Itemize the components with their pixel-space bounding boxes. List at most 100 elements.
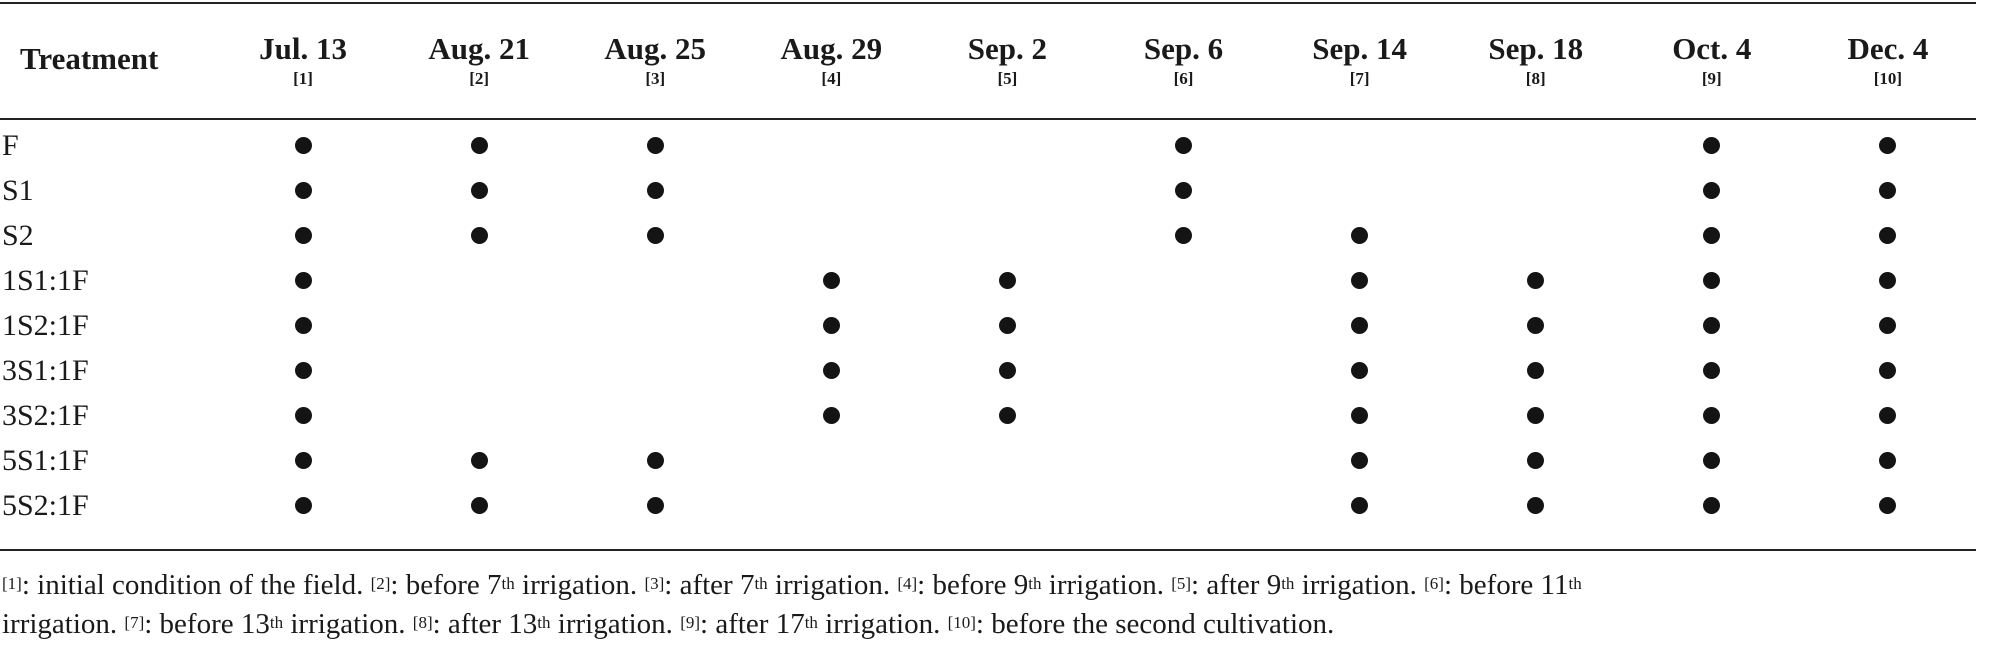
date-footnote-ref: [9]	[1701, 69, 1722, 88]
sample-dot-marker	[998, 407, 1016, 425]
table-cell	[919, 393, 1095, 438]
footnote-text: irrigation.	[514, 569, 645, 601]
sample-dot-marker	[1879, 182, 1897, 200]
table-cell	[743, 348, 919, 393]
sample-dot-marker	[1879, 497, 1897, 515]
sample-dot-marker	[822, 407, 840, 425]
table-cell	[1095, 168, 1271, 213]
sample-dot-marker	[1879, 272, 1897, 290]
date-label: Sep. 14	[1312, 31, 1407, 66]
table-cell	[1272, 303, 1448, 348]
treatment-name: 3S1:1F	[2, 353, 89, 387]
sample-dot-marker	[646, 452, 664, 470]
table-cell	[1448, 123, 1624, 168]
table-cell	[567, 123, 743, 168]
date-column-header: Jul. 13 [1]	[215, 0, 391, 118]
table-cell	[391, 213, 567, 258]
table-cell	[1272, 123, 1448, 168]
table-cell	[1272, 393, 1448, 438]
table-cell	[1272, 213, 1448, 258]
sample-dot-marker	[1879, 317, 1897, 335]
footnote-text: : before the second cultivation.	[975, 608, 1335, 640]
table-cell	[1095, 303, 1271, 348]
table-cell	[1272, 168, 1448, 213]
table-cell	[1272, 258, 1448, 303]
table-cell	[215, 303, 391, 348]
sample-dot-marker	[470, 182, 488, 200]
table-cell	[1448, 168, 1624, 213]
table-cell	[743, 303, 919, 348]
table-cell	[1448, 213, 1624, 258]
sample-dot-marker	[1703, 227, 1721, 245]
sample-dot-marker	[998, 362, 1016, 380]
table-cell	[1624, 123, 1800, 168]
sample-dot-marker	[470, 497, 488, 515]
treatment-name: 1S1:1F	[2, 263, 89, 297]
date-label: Oct. 4	[1672, 31, 1752, 66]
treatment-name: S1	[2, 173, 34, 207]
treatment-column-header: Treatment	[20, 41, 159, 76]
table-row: 3S1:1F	[0, 348, 1976, 393]
header-row: Treatment Jul. 13 [1] Aug. 21 [2] Aug. 25 [3]…	[0, 0, 1976, 118]
sample-dot-marker	[646, 182, 664, 200]
date-column-header: Oct. 4 [9]	[1624, 0, 1800, 118]
footnote-ref-marker: [8]	[412, 613, 433, 632]
sample-dot-marker	[1703, 317, 1721, 335]
table-cell	[567, 393, 743, 438]
table-body: F S1 S2 1S1:1F 1S2:1F 3S1:1F 3S2:1F 5S1:1F 5S2:1…	[0, 118, 1976, 528]
date-label: Aug. 29	[780, 31, 883, 66]
ordinal-superscript: th	[501, 574, 515, 593]
table-footnote: [1]: initial condition of the field. [2]…	[2, 566, 2002, 644]
table-cell	[215, 348, 391, 393]
table-bottom-rule	[0, 549, 1976, 551]
sample-dot-marker	[294, 272, 312, 290]
date-column-header: Sep. 2 [5]	[919, 0, 1095, 118]
table-row: 3S2:1F	[0, 393, 1976, 438]
footnote-ref-marker: [6]	[1424, 574, 1444, 593]
footnote-text: : before 13	[144, 608, 270, 640]
ordinal-superscript: th	[537, 613, 551, 632]
sample-dot-marker	[1703, 407, 1721, 425]
table-cell	[391, 483, 567, 528]
sample-dot-marker	[294, 407, 312, 425]
table-cell	[215, 168, 391, 213]
footnote-line-1: [1]: initial condition of the field. [2]…	[2, 566, 2002, 605]
sample-dot-marker	[294, 452, 312, 470]
date-footnote-ref: [10]	[1873, 69, 1903, 88]
sample-dot-marker	[1879, 137, 1897, 155]
table-cell	[215, 393, 391, 438]
sample-dot-marker	[1175, 137, 1193, 155]
sample-dot-marker	[1351, 272, 1369, 290]
footnote-ref-marker: [4]	[897, 574, 918, 593]
sample-dot-marker	[1703, 272, 1721, 290]
table-cell	[567, 258, 743, 303]
sample-dot-marker	[294, 497, 312, 515]
table-cell	[1272, 483, 1448, 528]
table-cell	[1624, 483, 1800, 528]
sample-dot-marker	[294, 227, 312, 245]
sample-dot-marker	[646, 497, 664, 515]
table-cell	[1800, 258, 1976, 303]
table-cell	[567, 303, 743, 348]
sample-dot-marker	[1527, 317, 1545, 335]
table-cell	[1800, 123, 1976, 168]
date-column-header: Sep. 18 [8]	[1448, 0, 1624, 118]
date-footnote-ref: [1]	[293, 69, 313, 88]
table-cell	[1272, 438, 1448, 483]
date-footnote-ref: [3]	[645, 69, 666, 88]
sample-dot-marker	[1527, 362, 1545, 380]
date-footnote-ref: [4]	[821, 69, 842, 88]
footnote-text: irrigation.	[1041, 569, 1172, 601]
ordinal-superscript: th	[269, 613, 284, 632]
table-cell	[1624, 168, 1800, 213]
footnote-ref-marker: [7]	[124, 613, 145, 632]
table-cell	[215, 258, 391, 303]
sample-dot-marker	[1527, 452, 1545, 470]
table-cell	[1095, 483, 1271, 528]
table-cell	[1095, 258, 1271, 303]
sample-dot-marker	[1527, 272, 1545, 290]
ordinal-superscript: th	[804, 613, 818, 632]
sample-dot-marker	[294, 182, 312, 200]
date-column-header: Sep. 6 [6]	[1095, 0, 1271, 118]
